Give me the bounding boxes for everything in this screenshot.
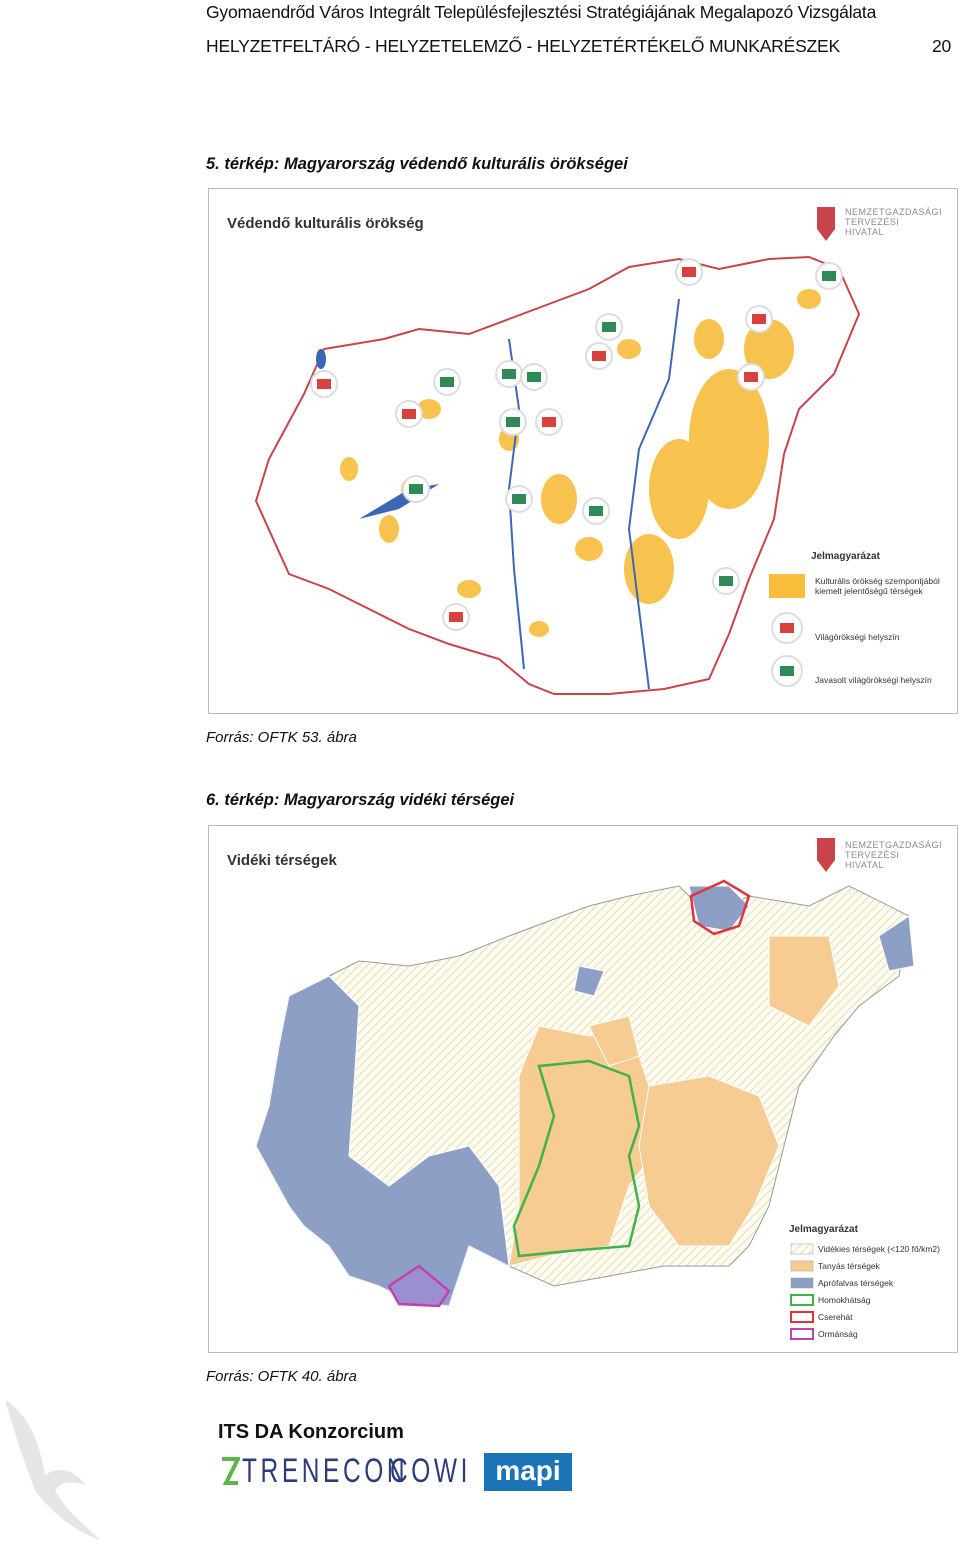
legend-label: Cserehát <box>818 1312 853 1322</box>
legend-label: Tanyás térségek <box>818 1261 880 1271</box>
legend-label: Javasolt világörökségi helyszín <box>815 675 932 685</box>
legend-label: Ormánság <box>818 1329 858 1339</box>
map-figure: Védendő kulturális örökség NEMZETGAZDASÁ… <box>208 188 958 714</box>
map-graphic <box>255 838 915 1340</box>
bird-watermark <box>5 1400 100 1540</box>
figure-source: Forrás: OFTK 40. ábra <box>206 1368 357 1385</box>
logo-text: HIVATAL <box>845 860 885 870</box>
figure-caption: 5. térkép: Magyarország védendő kulturál… <box>206 155 628 173</box>
logo-text: TERVEZÉSI <box>845 217 900 227</box>
legend-label: Kulturális örökség szempontjából kiemelt… <box>815 576 940 596</box>
legend-label: Vidékies térségek (<120 fő/km2) <box>818 1244 940 1254</box>
legend-label: Aprófalvas térségek <box>818 1278 894 1288</box>
map-figure: Vidéki térségek NEMZETGAZDASÁGI TERVEZÉS… <box>208 825 958 1353</box>
figure-caption: 6. térkép: Magyarország vidéki térségei <box>206 791 515 809</box>
logo-cowi: COWI <box>390 1452 472 1490</box>
figure-source: Forrás: OFTK 53. ábra <box>206 729 357 746</box>
logo-mapi: mapi <box>484 1453 572 1491</box>
legend-label: Homokhátság <box>818 1295 871 1305</box>
logo-trenecon: TRENECON <box>242 1452 409 1490</box>
logo-text: NEMZETGAZDASÁGI <box>845 207 943 217</box>
trenecon-mark <box>222 1457 240 1485</box>
header-subtitle: HELYZETFELTÁRÓ - HELYZETELEMZŐ - HELYZET… <box>206 36 840 56</box>
logo-text: NEMZETGAZDASÁGI <box>845 840 943 850</box>
logo-text: TERVEZÉSI <box>845 850 900 860</box>
legend-title: Jelmagyarázat <box>811 551 880 562</box>
logo-text: HIVATAL <box>845 227 885 237</box>
consortium-name: ITS DA Konzorcium <box>218 1421 404 1443</box>
map-title: Védendő kulturális örökség <box>227 215 424 232</box>
legend-label: Világörökségi helyszín <box>815 632 900 642</box>
map-graphic <box>255 207 860 695</box>
map-title: Vidéki térségek <box>227 852 337 869</box>
page-number: 20 <box>932 36 952 56</box>
header-title: Gyomaendrőd Város Integrált Településfej… <box>206 2 877 22</box>
legend-title: Jelmagyarázat <box>789 1224 858 1235</box>
